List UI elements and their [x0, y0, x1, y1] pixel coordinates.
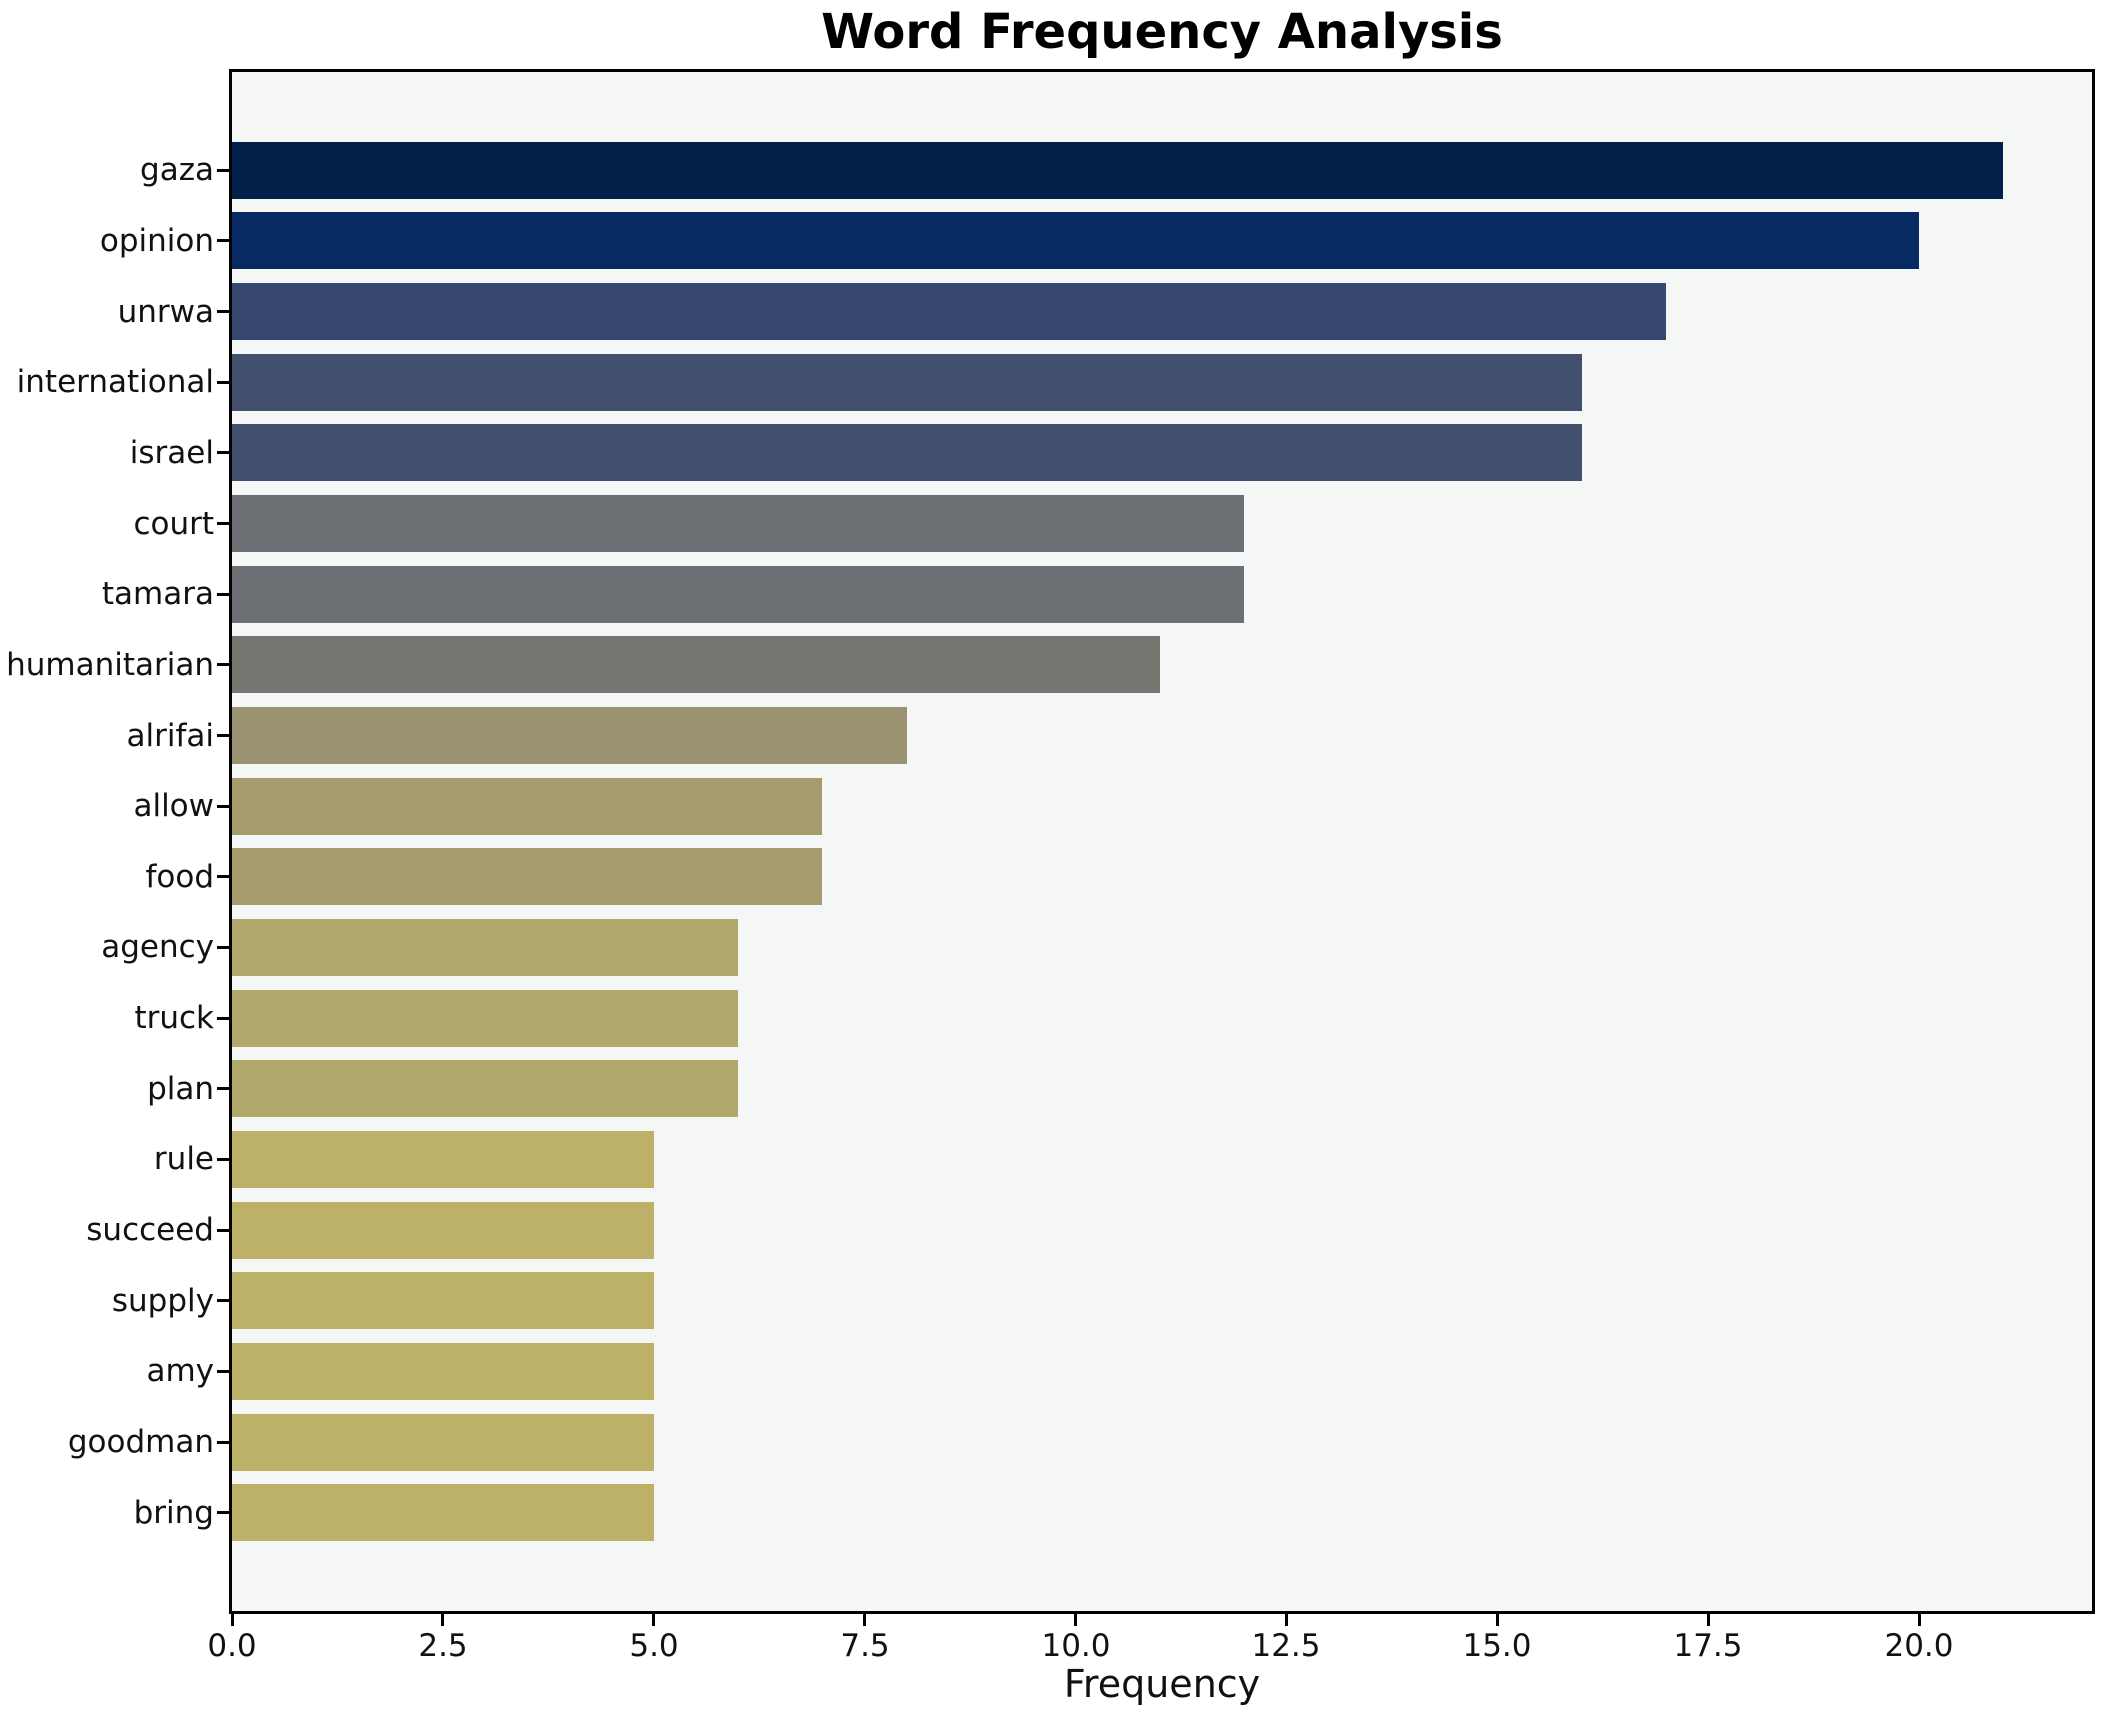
- y-tick-mark-gaza: [217, 169, 229, 172]
- y-tick-mark-international: [217, 381, 229, 384]
- y-tick-mark-plan: [217, 1087, 229, 1090]
- y-tick-label-israel: israel: [129, 435, 214, 471]
- x-tick-label-20.0: 20.0: [1884, 1628, 1954, 1664]
- bar-israel: [232, 424, 1582, 481]
- x-tick-mark-15.0: [1496, 1614, 1499, 1626]
- y-tick-label-truck: truck: [134, 1000, 214, 1036]
- bar-food: [232, 848, 822, 905]
- y-tick-mark-tamara: [217, 593, 229, 596]
- x-tick-mark-5.0: [652, 1614, 655, 1626]
- y-tick-mark-opinion: [217, 239, 229, 242]
- y-tick-label-agency: agency: [101, 929, 214, 965]
- x-tick-mark-2.5: [441, 1614, 444, 1626]
- y-tick-mark-humanitarian: [217, 663, 229, 666]
- y-tick-mark-agency: [217, 946, 229, 949]
- bar-tamara: [232, 566, 1244, 623]
- bar-international: [232, 354, 1582, 411]
- y-tick-label-supply: supply: [111, 1283, 214, 1319]
- bar-supply: [232, 1272, 654, 1329]
- bar-gaza: [232, 142, 2003, 199]
- x-tick-label-0.0: 0.0: [207, 1628, 257, 1664]
- y-tick-label-succeed: succeed: [86, 1212, 214, 1248]
- y-tick-label-goodman: goodman: [67, 1424, 214, 1460]
- y-tick-label-alrifai: alrifai: [126, 718, 215, 754]
- bar-amy: [232, 1343, 654, 1400]
- bar-agency: [232, 919, 738, 976]
- bar-bring: [232, 1484, 654, 1541]
- y-tick-mark-alrifai: [217, 734, 229, 737]
- y-tick-mark-allow: [217, 805, 229, 808]
- bar-truck: [232, 990, 738, 1047]
- y-tick-mark-amy: [217, 1370, 229, 1373]
- y-tick-mark-succeed: [217, 1229, 229, 1232]
- y-tick-label-bring: bring: [133, 1495, 214, 1531]
- y-tick-mark-food: [217, 875, 229, 878]
- y-tick-mark-israel: [217, 451, 229, 454]
- y-tick-mark-unrwa: [217, 310, 229, 313]
- bar-rule: [232, 1131, 654, 1188]
- y-tick-label-allow: allow: [133, 788, 214, 824]
- chart-title: Word Frequency Analysis: [821, 4, 1503, 60]
- x-tick-label-17.5: 17.5: [1673, 1628, 1743, 1664]
- bar-plan: [232, 1060, 738, 1117]
- y-tick-label-plan: plan: [147, 1071, 214, 1107]
- bar-unrwa: [232, 283, 1666, 340]
- y-tick-label-humanitarian: humanitarian: [6, 647, 214, 683]
- y-tick-label-amy: amy: [146, 1353, 214, 1389]
- y-tick-label-rule: rule: [153, 1141, 214, 1177]
- x-tick-mark-12.5: [1285, 1614, 1288, 1626]
- y-tick-mark-truck: [217, 1017, 229, 1020]
- y-tick-mark-rule: [217, 1158, 229, 1161]
- x-tick-mark-17.5: [1707, 1614, 1710, 1626]
- y-tick-mark-supply: [217, 1299, 229, 1302]
- x-tick-mark-7.5: [863, 1614, 866, 1626]
- bar-court: [232, 495, 1244, 552]
- x-tick-label-2.5: 2.5: [418, 1628, 468, 1664]
- x-tick-label-10.0: 10.0: [1041, 1628, 1111, 1664]
- bar-opinion: [232, 212, 1919, 269]
- y-tick-label-tamara: tamara: [101, 576, 214, 612]
- x-axis-title: Frequency: [1063, 1662, 1261, 1706]
- y-tick-label-unrwa: unrwa: [117, 294, 214, 330]
- plot-area: [229, 69, 2095, 1614]
- x-tick-label-15.0: 15.0: [1462, 1628, 1532, 1664]
- x-tick-mark-20.0: [1918, 1614, 1921, 1626]
- bar-allow: [232, 778, 822, 835]
- bar-alrifai: [232, 707, 907, 764]
- y-tick-label-food: food: [145, 859, 214, 895]
- x-tick-mark-10.0: [1074, 1614, 1077, 1626]
- y-tick-mark-bring: [217, 1511, 229, 1514]
- y-tick-label-opinion: opinion: [99, 223, 214, 259]
- y-tick-mark-court: [217, 522, 229, 525]
- bar-humanitarian: [232, 636, 1160, 693]
- bar-goodman: [232, 1414, 654, 1471]
- x-tick-label-12.5: 12.5: [1251, 1628, 1321, 1664]
- y-tick-mark-goodman: [217, 1441, 229, 1444]
- y-tick-label-court: court: [133, 506, 214, 542]
- x-tick-label-7.5: 7.5: [840, 1628, 890, 1664]
- y-tick-label-gaza: gaza: [140, 152, 214, 188]
- y-tick-label-international: international: [16, 364, 214, 400]
- bar-succeed: [232, 1202, 654, 1259]
- x-tick-label-5.0: 5.0: [629, 1628, 679, 1664]
- x-tick-mark-0.0: [231, 1614, 234, 1626]
